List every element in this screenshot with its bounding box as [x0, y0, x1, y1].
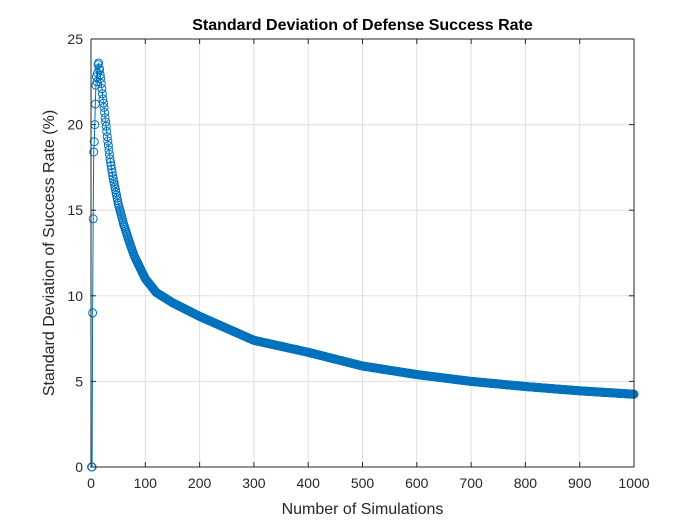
data-point: [88, 308, 98, 318]
data-point: [95, 70, 105, 80]
data-point: [88, 214, 98, 224]
data-point: [103, 136, 113, 146]
data-point: [106, 157, 116, 167]
data-point: [100, 108, 110, 118]
data-point: [104, 145, 114, 155]
y-axis-label: Standard Deviation of Success Rate (%): [41, 110, 58, 396]
x-tick-label: 400: [297, 475, 321, 491]
data-point: [102, 126, 112, 136]
ticks: 0 100 200 300 400 500 600 700 800 900 1000 0 5 10 15 20…: [67, 31, 649, 491]
data-point: [89, 147, 99, 157]
data-point: [98, 98, 108, 108]
data-point: [95, 65, 105, 75]
data-point: [100, 113, 110, 123]
data-point: [98, 94, 108, 104]
x-tick-label: 200: [188, 475, 212, 491]
x-tick-label: 1000: [618, 475, 649, 491]
x-tick-label: 700: [459, 475, 483, 491]
x-axis-label: Number of Simulations: [282, 501, 444, 518]
data-point: [105, 154, 115, 164]
data-point: [102, 132, 112, 142]
data-point: [107, 164, 117, 174]
x-tick-label: 0: [87, 475, 95, 491]
y-tick-label: 15: [67, 202, 83, 218]
data-point: [97, 89, 107, 99]
data-point: [89, 137, 99, 147]
series: [87, 58, 639, 472]
data-point: [97, 84, 107, 94]
data-point: [94, 58, 104, 68]
grid: [91, 39, 634, 467]
x-tick-label: 600: [405, 475, 429, 491]
data-point: [103, 140, 113, 150]
data-point: [101, 117, 111, 127]
y-tick-label: 20: [67, 117, 83, 133]
y-tick-label: 5: [75, 373, 83, 389]
x-tick-label: 300: [242, 475, 266, 491]
data-point: [96, 79, 106, 89]
x-tick-label: 500: [351, 475, 375, 491]
data-point: [96, 73, 106, 83]
y-tick-label: 10: [67, 288, 83, 304]
y-tick-label: 0: [75, 459, 83, 475]
data-point: [99, 102, 109, 112]
chart-title: Standard Deviation of Defense Success Ra…: [192, 17, 533, 34]
x-tick-label: 900: [568, 475, 592, 491]
data-point: [106, 161, 116, 171]
data-point: [107, 168, 117, 178]
x-tick-label: 800: [514, 475, 538, 491]
y-tick-label: 25: [67, 31, 83, 47]
x-tick-label: 100: [134, 475, 158, 491]
data-point: [101, 121, 111, 131]
